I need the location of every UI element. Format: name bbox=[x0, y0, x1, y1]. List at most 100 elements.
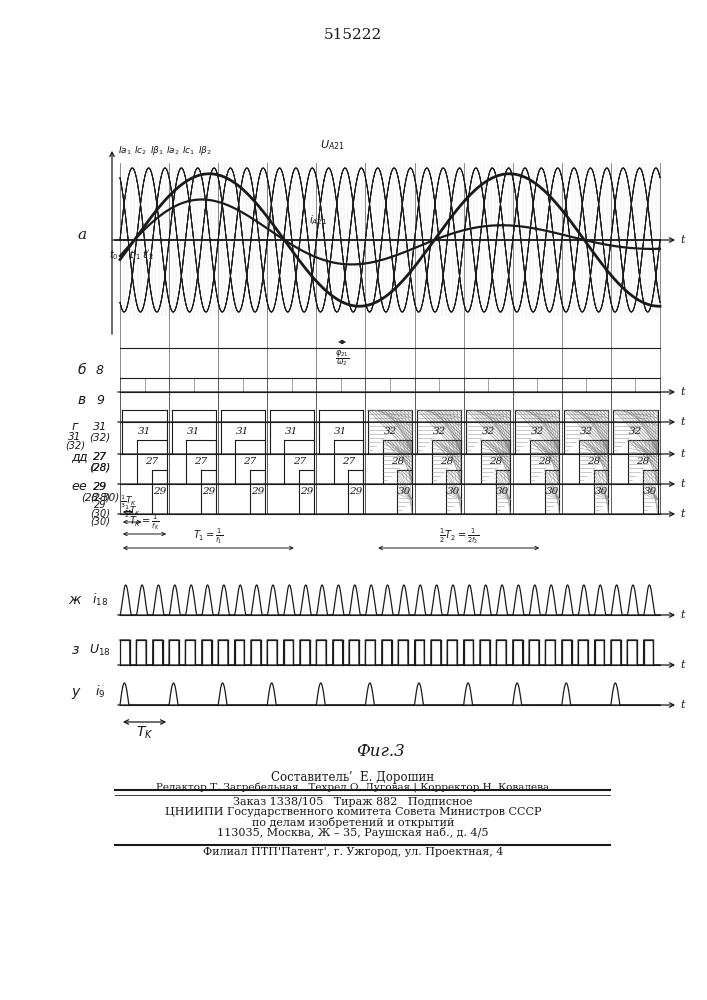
Text: 31: 31 bbox=[93, 422, 107, 432]
Text: 31: 31 bbox=[138, 428, 151, 436]
Text: 32: 32 bbox=[433, 428, 445, 436]
Text: 29: 29 bbox=[300, 488, 313, 496]
Text: Составительʹ  Е. Дорошин: Составительʹ Е. Дорошин bbox=[271, 772, 435, 784]
Text: 113035, Москва, Ж – 35, Раушская наб., д. 4/5: 113035, Москва, Ж – 35, Раушская наб., д… bbox=[217, 826, 489, 838]
Text: t: t bbox=[680, 235, 684, 245]
Text: 29: 29 bbox=[93, 482, 107, 492]
Text: 8: 8 bbox=[96, 363, 104, 376]
Text: t: t bbox=[680, 479, 684, 489]
Text: t: t bbox=[680, 449, 684, 459]
Text: 32: 32 bbox=[481, 428, 495, 436]
Text: $\frac{1}{2}T_2=\frac{1}{2f_2}$: $\frac{1}{2}T_2=\frac{1}{2f_2}$ bbox=[438, 527, 479, 546]
Text: $Ia_2$: $Ia_2$ bbox=[166, 144, 180, 157]
Text: $\frac{1}{3}T_K$: $\frac{1}{3}T_K$ bbox=[119, 493, 136, 510]
Text: 30: 30 bbox=[448, 488, 460, 496]
Text: ж: ж bbox=[69, 593, 81, 607]
Text: в: в bbox=[78, 393, 86, 407]
Text: (30): (30) bbox=[90, 508, 110, 518]
Text: $i_{A21}$: $i_{A21}$ bbox=[309, 213, 327, 227]
Text: 515222: 515222 bbox=[324, 28, 382, 42]
Text: Филиал ПТП'Патент', г. Ужгород, ул. Проектная, 4: Филиал ПТП'Патент', г. Ужгород, ул. Прое… bbox=[203, 847, 503, 857]
Text: $I\beta_2$: $I\beta_2$ bbox=[198, 144, 212, 157]
Text: $t'_2$: $t'_2$ bbox=[142, 248, 155, 262]
Text: t: t bbox=[680, 509, 684, 519]
Text: 30: 30 bbox=[398, 488, 411, 496]
Text: 29: 29 bbox=[153, 488, 166, 496]
Text: $i_{18}$: $i_{18}$ bbox=[92, 592, 108, 608]
Text: у: у bbox=[71, 685, 79, 699]
Text: 27: 27 bbox=[293, 458, 306, 466]
Text: $U_{A21}$: $U_{A21}$ bbox=[320, 138, 344, 152]
Text: 29: 29 bbox=[251, 488, 264, 496]
Text: (28): (28) bbox=[89, 462, 110, 472]
Text: $i_9$: $i_9$ bbox=[95, 684, 105, 700]
Text: 29: 29 bbox=[94, 500, 106, 510]
Text: $U_{18}$: $U_{18}$ bbox=[89, 642, 111, 658]
Text: $T_1=\frac{1}{f_1}$: $T_1=\frac{1}{f_1}$ bbox=[193, 527, 223, 546]
Text: 32: 32 bbox=[580, 428, 593, 436]
Text: 27: 27 bbox=[194, 458, 208, 466]
Text: 30: 30 bbox=[643, 488, 657, 496]
Text: 31: 31 bbox=[334, 428, 348, 436]
Text: 28: 28 bbox=[440, 458, 453, 466]
Text: $Ia_1$: $Ia_1$ bbox=[118, 144, 132, 157]
Text: $t'_1$: $t'_1$ bbox=[129, 248, 142, 262]
Text: 27: 27 bbox=[243, 458, 257, 466]
Text: t: t bbox=[680, 417, 684, 427]
Text: 29: 29 bbox=[93, 482, 107, 492]
Text: 32: 32 bbox=[531, 428, 544, 436]
Text: 28: 28 bbox=[587, 458, 600, 466]
Text: 31: 31 bbox=[285, 428, 298, 436]
Text: $\frac{\varphi_{21}}{\omega_2}$: $\frac{\varphi_{21}}{\omega_2}$ bbox=[335, 349, 349, 369]
Text: 30: 30 bbox=[545, 488, 559, 496]
Text: 28: 28 bbox=[489, 458, 502, 466]
Text: 32: 32 bbox=[383, 428, 397, 436]
Text: 29: 29 bbox=[201, 488, 215, 496]
Text: з: з bbox=[71, 643, 78, 657]
Text: Редактор Т. Загребельная   Техред О. Луговая | Корректор Н. Ковалева: Редактор Т. Загребельная Техред О. Лугов… bbox=[156, 783, 549, 793]
Text: a: a bbox=[78, 228, 86, 242]
Text: г: г bbox=[71, 420, 78, 434]
Text: 31: 31 bbox=[187, 428, 200, 436]
Text: (28): (28) bbox=[90, 492, 110, 502]
Text: 28: 28 bbox=[538, 458, 551, 466]
Text: (28): (28) bbox=[90, 462, 110, 472]
Text: $T_K=\frac{1}{f_K}$: $T_K=\frac{1}{f_K}$ bbox=[129, 513, 160, 532]
Text: Фиг.3: Фиг.3 bbox=[356, 744, 404, 760]
Text: е: е bbox=[71, 481, 79, 493]
Text: (32): (32) bbox=[89, 432, 110, 442]
Text: 27: 27 bbox=[341, 458, 355, 466]
Text: 27: 27 bbox=[145, 458, 158, 466]
Text: д: д bbox=[78, 450, 86, 464]
Text: $T_K$: $T_K$ bbox=[136, 725, 153, 741]
Text: $Ic_1$: $Ic_1$ bbox=[182, 144, 196, 157]
Text: $\frac{1}{2}T_K$: $\frac{1}{2}T_K$ bbox=[124, 503, 141, 520]
Text: 28: 28 bbox=[391, 458, 404, 466]
Text: t: t bbox=[680, 660, 684, 670]
Text: 27: 27 bbox=[93, 452, 107, 462]
Text: 30: 30 bbox=[595, 488, 608, 496]
Text: 32: 32 bbox=[629, 428, 642, 436]
Text: t: t bbox=[680, 387, 684, 397]
Text: д: д bbox=[71, 450, 79, 464]
Text: 31: 31 bbox=[236, 428, 250, 436]
Text: $Ic_2$: $Ic_2$ bbox=[134, 144, 148, 157]
Text: $I\beta_1$: $I\beta_1$ bbox=[150, 144, 164, 157]
Text: ЦНИИПИ Государственного комитета Совета Министров СССР: ЦНИИПИ Государственного комитета Совета … bbox=[165, 807, 542, 817]
Text: е: е bbox=[78, 481, 86, 493]
Text: 27: 27 bbox=[93, 452, 107, 462]
Text: б: б bbox=[78, 363, 86, 377]
Text: t: t bbox=[680, 610, 684, 620]
Text: 31: 31 bbox=[69, 432, 81, 442]
Text: (30): (30) bbox=[90, 517, 110, 527]
Text: 28: 28 bbox=[636, 458, 650, 466]
Text: $t_0$: $t_0$ bbox=[109, 248, 119, 262]
Text: 9: 9 bbox=[96, 393, 104, 406]
Text: по делам изобретений и открытий: по делам изобретений и открытий bbox=[252, 816, 454, 828]
Text: (32): (32) bbox=[65, 440, 85, 450]
Text: Заказ 1338/105   Тираж 882   Подписное: Заказ 1338/105 Тираж 882 Подписное bbox=[233, 797, 473, 807]
Text: (28-30): (28-30) bbox=[81, 492, 119, 502]
Text: 30: 30 bbox=[496, 488, 510, 496]
Text: 29: 29 bbox=[349, 488, 362, 496]
Text: t: t bbox=[680, 700, 684, 710]
